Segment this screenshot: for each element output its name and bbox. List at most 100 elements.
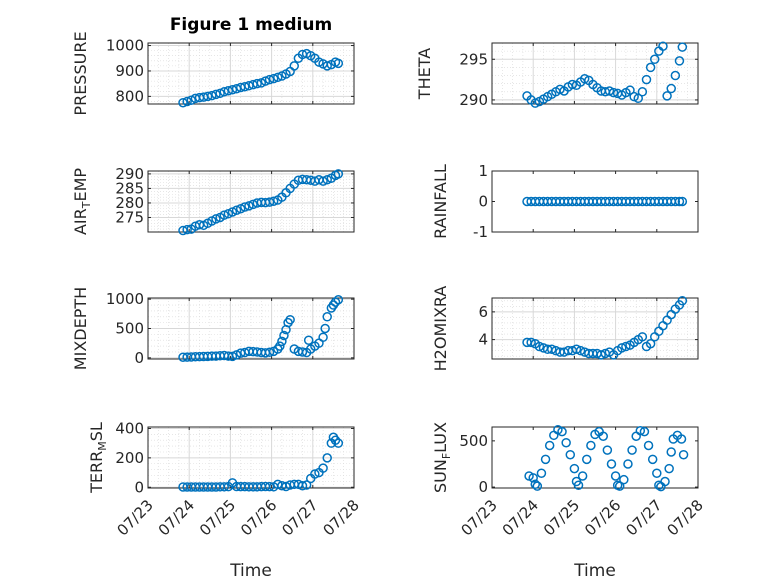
data-point	[614, 481, 625, 491]
data-point	[322, 174, 332, 185]
x-tick-label: 07/23	[114, 496, 157, 539]
y-tick-label: 1000	[106, 290, 144, 308]
data-point	[565, 449, 576, 460]
data-point	[546, 344, 557, 355]
axes-box	[147, 170, 355, 233]
data-point	[637, 87, 648, 97]
data-point	[530, 98, 541, 108]
data-point	[268, 196, 279, 206]
data-point	[322, 61, 332, 71]
data-point	[610, 471, 621, 481]
x-tick-label: 07/27	[622, 496, 665, 539]
data-point	[658, 41, 668, 52]
y-axis-label: THETA	[415, 48, 434, 100]
data-point	[561, 437, 571, 448]
data-point	[318, 176, 328, 186]
data-point	[322, 453, 332, 463]
x-tick-label: 07/24	[155, 496, 198, 539]
data-point	[279, 330, 289, 341]
y-tick-label: 290	[115, 165, 144, 183]
x-tick-label: 07/23	[458, 496, 501, 539]
data-point	[643, 440, 654, 451]
data-point	[264, 347, 275, 358]
y-tick-label: 800	[115, 87, 144, 105]
data-point	[619, 474, 629, 485]
data-point	[621, 341, 631, 352]
axes-box	[491, 426, 699, 489]
data-point	[532, 481, 543, 491]
y-axis-label: PRESSURE	[71, 31, 90, 115]
data-point	[649, 54, 660, 65]
data-point	[182, 96, 192, 107]
data-point	[322, 312, 332, 322]
data-point	[627, 445, 637, 455]
data-point	[579, 74, 590, 84]
data-point	[635, 425, 646, 436]
panel-h2omixra: 4 6 H2OMIXRA	[431, 286, 699, 372]
data-point	[240, 202, 250, 212]
data-point	[320, 323, 330, 334]
data-point	[555, 84, 565, 95]
x-tick-label: 07/28	[664, 496, 707, 539]
data-point	[677, 42, 688, 52]
y-tick-label: 1000	[106, 37, 144, 55]
y-tick-label: 0	[134, 478, 144, 496]
x-tick-label: 07/27	[278, 496, 321, 539]
data-point	[660, 476, 670, 487]
panel-mixdepth: 0 500 1000 MIXDEPTH	[71, 287, 355, 370]
data-point	[571, 344, 582, 355]
data-point	[333, 295, 344, 305]
data-point	[598, 431, 608, 441]
y-axis-label: MIXDEPTH	[71, 287, 90, 370]
data-point	[575, 345, 586, 356]
data-point	[231, 205, 242, 215]
data-point	[586, 440, 596, 451]
y-tick-label: 0	[478, 478, 488, 496]
y-tick-label: 4	[478, 331, 488, 349]
x-tick-label: 07/26	[581, 496, 624, 539]
y-tick-label: 500	[459, 432, 488, 450]
y-axis-label: H2OMIXRA	[431, 286, 450, 372]
data-point	[318, 332, 328, 343]
data-point	[676, 434, 687, 444]
x-tick-label: 07/25	[196, 496, 239, 539]
data-point	[252, 78, 262, 89]
data-point	[211, 89, 221, 100]
data-point	[536, 468, 547, 478]
axes-box	[491, 297, 699, 360]
data-point	[297, 347, 308, 357]
axes-box	[147, 42, 355, 105]
x-axis-label-left: Time	[229, 561, 272, 581]
data-point	[211, 214, 221, 224]
data-point	[645, 339, 656, 349]
data-point	[606, 459, 617, 469]
data-point	[540, 454, 551, 465]
data-point	[534, 341, 545, 352]
panel-rainfall: -1 0 1 RAINFALL	[431, 162, 699, 241]
data-point	[631, 431, 641, 441]
x-tick-label: 07/24	[499, 496, 542, 539]
y-axis-label: RAINFALL	[431, 164, 450, 239]
y-tick-label: 400	[115, 419, 144, 437]
data-point	[569, 463, 580, 474]
data-point	[582, 454, 592, 465]
data-point	[219, 210, 229, 220]
y-tick-label: 0	[134, 349, 144, 367]
data-point	[310, 469, 320, 479]
data-point	[629, 91, 639, 102]
data-point	[567, 79, 578, 90]
data-point	[301, 480, 312, 490]
data-point	[275, 341, 285, 351]
data-point	[526, 337, 536, 348]
y-tick-label: 290	[459, 91, 488, 109]
data-point	[544, 440, 555, 451]
y-axis-label: SUNFLUX	[431, 422, 453, 493]
data-point	[333, 438, 344, 448]
x-axis-label-right: Time	[573, 561, 616, 581]
y-tick-label: 285	[115, 179, 144, 197]
data-point	[178, 97, 188, 108]
